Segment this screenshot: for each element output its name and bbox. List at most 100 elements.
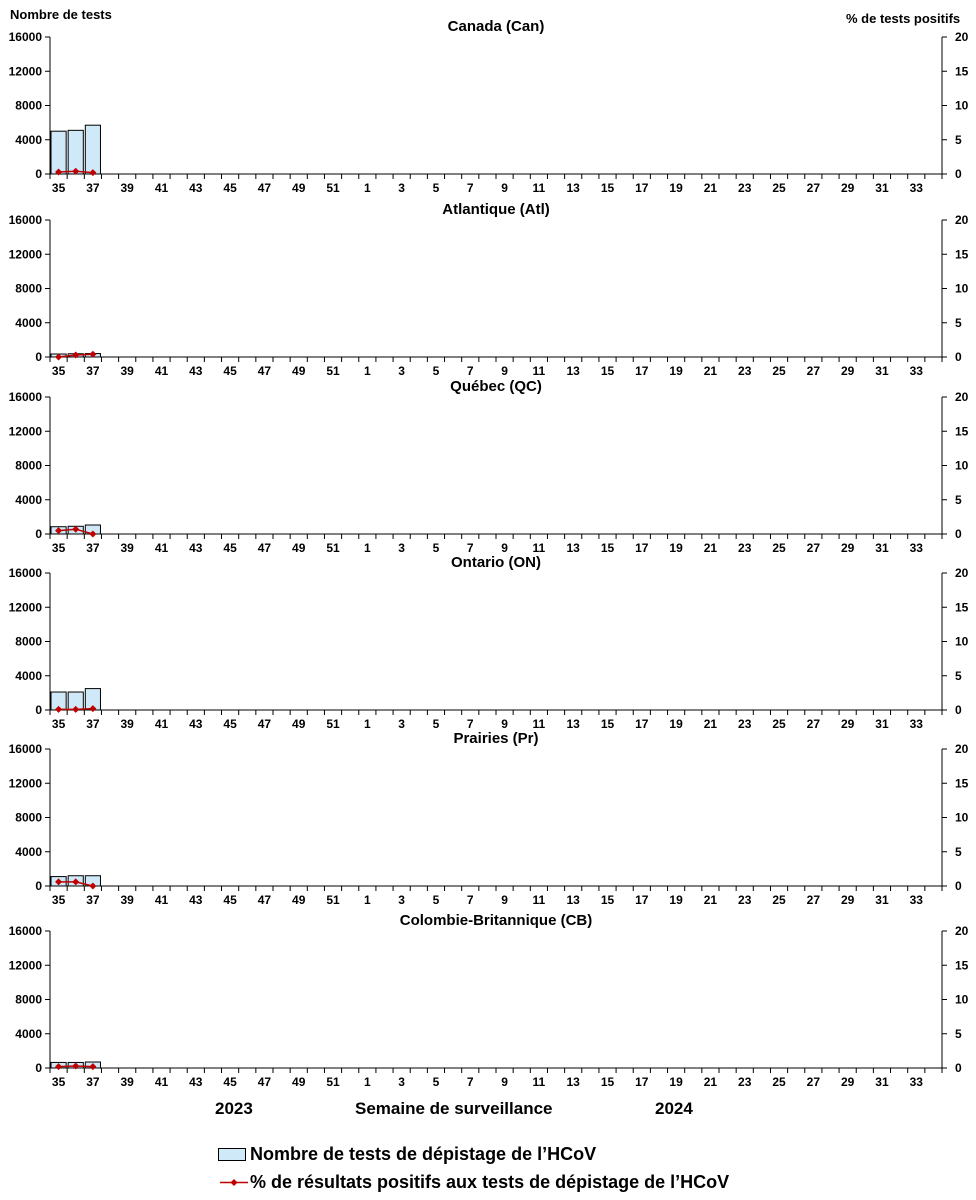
x-tick-label: 37 [86,364,100,378]
positivity-point [55,353,63,361]
y-tick-label-left: 12000 [9,776,43,790]
x-tick-label: 15 [601,181,615,195]
x-tick-label: 15 [601,541,615,555]
positivity-point [72,351,80,359]
x-tick-label: 5 [433,717,440,731]
bar [84,124,101,175]
x-tick-label: 11 [533,717,546,731]
y-tick-label-left: 12000 [9,247,43,261]
x-tick-label: 15 [601,364,615,378]
x-tick-label: 21 [704,1075,718,1089]
x-tick-label: 21 [704,541,718,555]
x-tick-label: 47 [258,893,272,907]
x-tick-label: 41 [155,541,169,555]
year-left-label: 2023 [215,1099,253,1118]
x-tick-label: 13 [567,717,581,731]
x-tick-label: 41 [155,181,169,195]
x-tick-label: 39 [121,181,135,195]
x-tick-label: 47 [258,1075,272,1089]
y-tick-label-left: 16000 [9,924,43,938]
y-tick-label-right: 0 [955,167,962,181]
x-tick-label: 27 [807,893,821,907]
positivity-point [89,169,97,177]
x-tick-label: 43 [189,1075,203,1089]
y-tick-label-right: 10 [955,993,969,1007]
year-right-label: 2024 [655,1099,693,1118]
x-tick-label: 43 [189,181,203,195]
y-tick-label-left: 8000 [15,993,42,1007]
x-tick-label: 47 [258,717,272,731]
x-tick-label: 25 [772,1075,786,1089]
x-tick-label: 49 [292,893,306,907]
y-tick-label-right: 5 [955,845,962,859]
x-tick-label: 17 [635,541,649,555]
panel-title: Québec (QC) [450,378,542,395]
positivity-point [55,1063,63,1071]
positivity-point [72,705,80,713]
x-tick-label: 1 [364,717,371,731]
y-tick-label-left: 12000 [9,424,43,438]
panel-title: Prairies (Pr) [453,730,538,747]
x-tick-label: 39 [121,893,135,907]
x-tick-label: 37 [86,181,100,195]
panel-title: Ontario (ON) [451,554,541,571]
legend: Nombre de tests de dépistage de l’HCoV %… [218,1140,729,1196]
x-tick-label: 33 [910,1075,924,1089]
y-tick-label-left: 4000 [15,845,42,859]
x-tick-label: 51 [326,541,340,555]
x-tick-label: 11 [533,181,546,195]
x-tick-label: 1 [364,181,371,195]
x-tick-label: 31 [875,1075,889,1089]
x-tick-label: 33 [910,181,924,195]
x-tick-label: 21 [704,893,718,907]
x-tick-label: 41 [155,1075,169,1089]
y-tick-label-right: 10 [955,811,969,825]
bar [50,130,67,175]
x-tick-label: 11 [533,364,546,378]
x-tick-label: 3 [398,541,405,555]
x-tick-label: 19 [669,541,683,555]
x-tick-label: 7 [467,364,474,378]
x-tick-label: 5 [433,1075,440,1089]
y-tick-label-right: 0 [955,703,962,717]
y-tick-label-left: 8000 [15,811,42,825]
legend-bars-label: Nombre de tests de dépistage de l’HCoV [250,1143,597,1164]
y-tick-label-left: 0 [35,703,42,717]
positivity-point [72,167,80,175]
y-tick-label-left: 16000 [9,742,43,756]
x-tick-label: 51 [326,893,340,907]
x-tick-label: 9 [501,541,508,555]
bar [67,129,84,175]
y-tick-label-left: 0 [35,1061,42,1075]
x-tick-label: 29 [841,541,855,555]
positivity-point [55,705,63,713]
y-left-axis-title: Nombre de tests [10,7,112,22]
x-tick-label: 43 [189,541,203,555]
y-tick-label-right: 15 [955,600,969,614]
x-tick-label: 27 [807,1075,821,1089]
positivity-point [55,878,63,886]
x-tick-label: 33 [910,364,924,378]
x-tick-label: 11 [533,1075,546,1089]
x-tick-label: 49 [292,717,306,731]
positivity-point [89,350,97,358]
y-tick-label-right: 20 [955,213,969,227]
y-tick-label-right: 20 [955,30,969,44]
x-tick-label: 47 [258,364,272,378]
y-tick-label-right: 20 [955,924,969,938]
x-tick-label: 49 [292,364,306,378]
y-tick-label-right: 10 [955,635,969,649]
y-tick-label-left: 12000 [9,600,43,614]
positivity-point [89,530,97,538]
x-tick-label: 19 [669,364,683,378]
x-tick-label: 19 [669,181,683,195]
x-tick-label: 37 [86,717,100,731]
y-tick-label-left: 4000 [15,1027,42,1041]
x-tick-label: 21 [704,717,718,731]
x-tick-label: 49 [292,1075,306,1089]
x-tick-label: 35 [52,893,66,907]
panel-title: Atlantique (Atl) [442,201,549,218]
y-tick-label-right: 5 [955,316,962,330]
x-tick-label: 11 [533,893,546,907]
x-tick-label: 15 [601,1075,615,1089]
